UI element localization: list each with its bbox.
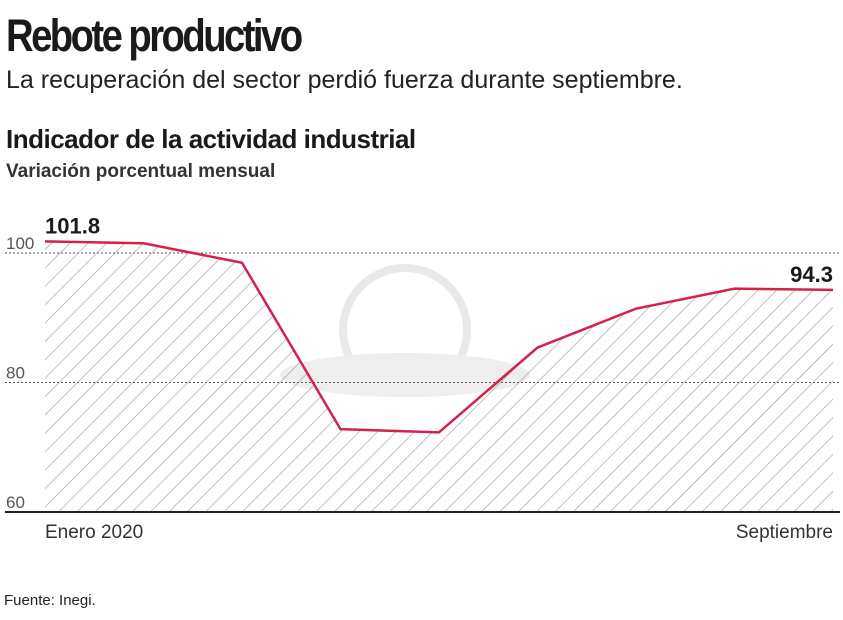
data-label: 94.3 [790, 262, 833, 287]
source-note: Fuente: Inegi. [4, 592, 96, 609]
chart-subtitle: Variación porcentual mensual [6, 161, 276, 182]
y-tick-label: 80 [6, 364, 25, 383]
x-tick-label: Enero 2020 [45, 522, 143, 543]
x-tick-label: Septiembre [736, 522, 833, 543]
y-tick-label: 100 [6, 234, 34, 253]
watermark-globe [280, 264, 530, 397]
chart-title: Indicador de la actividad industrial [6, 124, 416, 154]
page-title: Rebote productivo [6, 10, 303, 61]
y-tick-label: 60 [6, 493, 25, 512]
page-subtitle: La recuperación del sector perdió fuerza… [6, 66, 683, 94]
data-label: 101.8 [45, 213, 100, 238]
